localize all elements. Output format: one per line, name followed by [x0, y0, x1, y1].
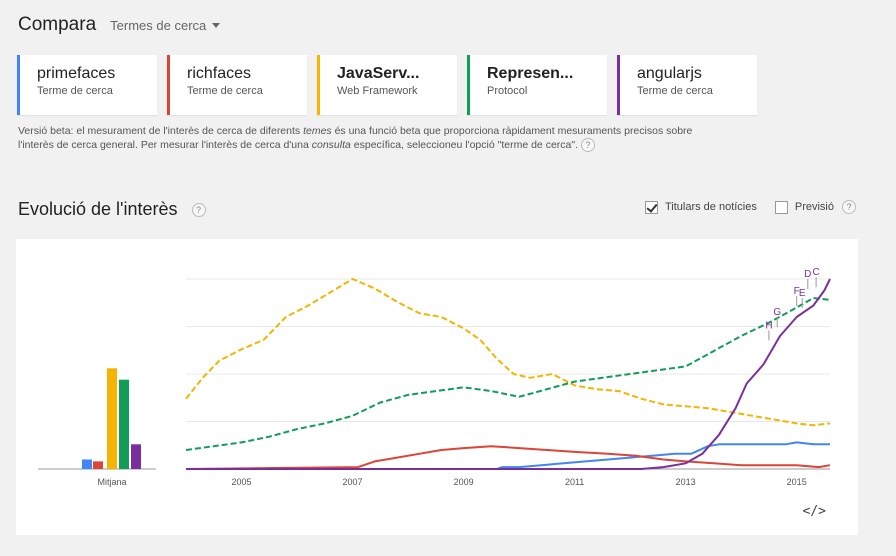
term-card-javaserver-faces[interactable]: JavaServ... Web Framework: [317, 55, 457, 115]
term-type: Terme de cerca: [187, 85, 263, 97]
annotation-label: F: [794, 286, 800, 297]
headlines-toggle[interactable]: Titulars de notícies: [644, 200, 757, 214]
average-label: Mitjana: [97, 477, 126, 487]
series-line-0: [186, 441, 830, 470]
series-line-2: [185, 278, 831, 427]
help-icon[interactable]: ?: [580, 138, 595, 153]
term-type: Terme de cerca: [637, 85, 713, 97]
checkbox-icon[interactable]: [774, 200, 788, 214]
interest-chart: Mitjana 2005 2007 2009 2011 2013 2015 H G F E D C </…: [16, 239, 858, 535]
note-emphasis: temes: [303, 125, 332, 137]
forecast-toggle[interactable]: Previsió ?: [774, 200, 856, 214]
average-bar: [119, 379, 129, 469]
note-emphasis: consulta: [311, 139, 351, 151]
x-tick-label: 2009: [454, 477, 474, 487]
chart-options: Titulars de notícies Previsió ?: [627, 200, 856, 214]
page-title: Compara: [18, 14, 97, 35]
annotation-label: E: [799, 288, 806, 299]
term-card-richfaces[interactable]: richfaces Terme de cerca: [167, 55, 307, 115]
annotation-label: G: [773, 307, 781, 318]
compare-mode-label: Termes de cerca: [110, 18, 207, 33]
forecast-label: Previsió: [794, 201, 834, 213]
average-bar: [93, 461, 103, 469]
average-bar: [82, 459, 92, 469]
term-type: Web Framework: [337, 85, 418, 97]
series-line-4: [186, 278, 831, 470]
checkbox-checked-icon[interactable]: [644, 200, 658, 214]
term-name: JavaServ...: [337, 65, 420, 82]
interest-chart-svg: Mitjana 2005 2007 2009 2011 2013 2015 HG F ED C: [38, 267, 831, 487]
section-title: Evolució de l'interès ?: [18, 199, 206, 220]
x-tick-label: 2005: [232, 477, 252, 487]
annotation-label: C: [813, 267, 820, 278]
help-icon[interactable]: ?: [191, 202, 206, 217]
compare-mode-dropdown[interactable]: Termes de cerca: [110, 18, 221, 33]
term-name: primefaces: [37, 65, 116, 82]
note-text: Versió beta: el mesurament de l'interès …: [18, 125, 304, 137]
term-card-primefaces[interactable]: primefaces Terme de cerca: [17, 55, 157, 115]
term-card-rest[interactable]: Represen... Protocol: [467, 55, 607, 115]
interest-over-time-title: Evolució de l'interès: [18, 199, 178, 219]
term-type: Terme de cerca: [37, 85, 113, 97]
annotation-label: H: [765, 320, 772, 331]
x-tick-label: 2013: [676, 477, 696, 487]
x-tick-label: 2007: [343, 477, 363, 487]
embed-code-icon[interactable]: </>: [802, 504, 826, 519]
average-bar: [131, 444, 141, 469]
term-card-angularjs[interactable]: angularjs Terme de cerca: [617, 55, 757, 115]
note-text: específica, seleccioneu l'opció "terme d…: [350, 139, 579, 151]
beta-note: Versió beta: el mesurament de l'interès …: [18, 124, 708, 153]
term-name: angularjs: [637, 65, 702, 82]
x-tick-label: 2015: [787, 477, 807, 487]
note-text: és una funció beta que proporciona ràpid…: [18, 125, 693, 151]
x-tick-label: 2011: [565, 477, 584, 487]
headlines-label: Titulars de notícies: [664, 201, 757, 213]
series-line-3: [185, 297, 831, 451]
annotation-label: D: [804, 269, 811, 280]
average-bar: [107, 368, 117, 469]
term-name: Represen...: [487, 65, 574, 82]
term-name: richfaces: [187, 65, 252, 82]
term-type: Protocol: [487, 85, 528, 97]
help-icon[interactable]: ?: [842, 200, 856, 214]
header: Compara Termes de cerca: [18, 14, 221, 36]
chevron-down-icon: [212, 23, 221, 28]
series-line-1: [185, 445, 831, 470]
term-cards: primefaces Terme de cerca richfaces Term…: [17, 55, 767, 115]
